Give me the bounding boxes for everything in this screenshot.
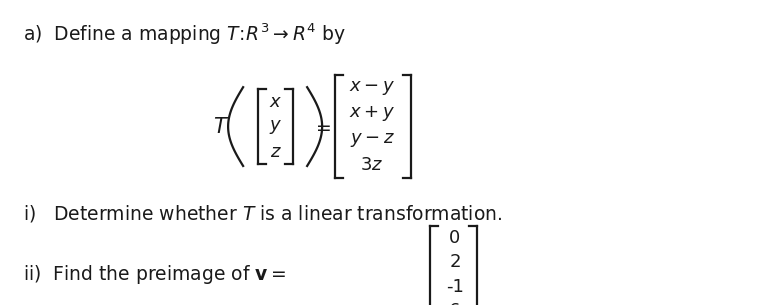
- Text: $z$: $z$: [270, 142, 282, 161]
- Text: $y - z$: $y - z$: [350, 131, 394, 149]
- Text: $=$: $=$: [312, 117, 332, 136]
- Text: 0: 0: [449, 229, 460, 247]
- Text: 6: 6: [449, 302, 460, 305]
- Text: $T$: $T$: [213, 117, 229, 137]
- Text: $x + y$: $x + y$: [349, 104, 395, 123]
- Text: -1: -1: [446, 278, 464, 296]
- Text: a)  Define a mapping $T\!:\!R^3 \to R^4$ by: a) Define a mapping $T\!:\!R^3 \to R^4$ …: [23, 21, 346, 47]
- Text: $3z$: $3z$: [360, 156, 384, 174]
- Text: ii)  Find the preimage of $\mathbf{v}=$: ii) Find the preimage of $\mathbf{v}=$: [23, 263, 287, 286]
- Text: $x - y$: $x - y$: [349, 79, 395, 97]
- Text: $y$: $y$: [269, 117, 283, 136]
- Text: 2: 2: [449, 253, 460, 271]
- Text: $x$: $x$: [269, 92, 283, 111]
- Text: i)   Determine whether $T$ is a linear transformation.: i) Determine whether $T$ is a linear tra…: [23, 203, 503, 224]
